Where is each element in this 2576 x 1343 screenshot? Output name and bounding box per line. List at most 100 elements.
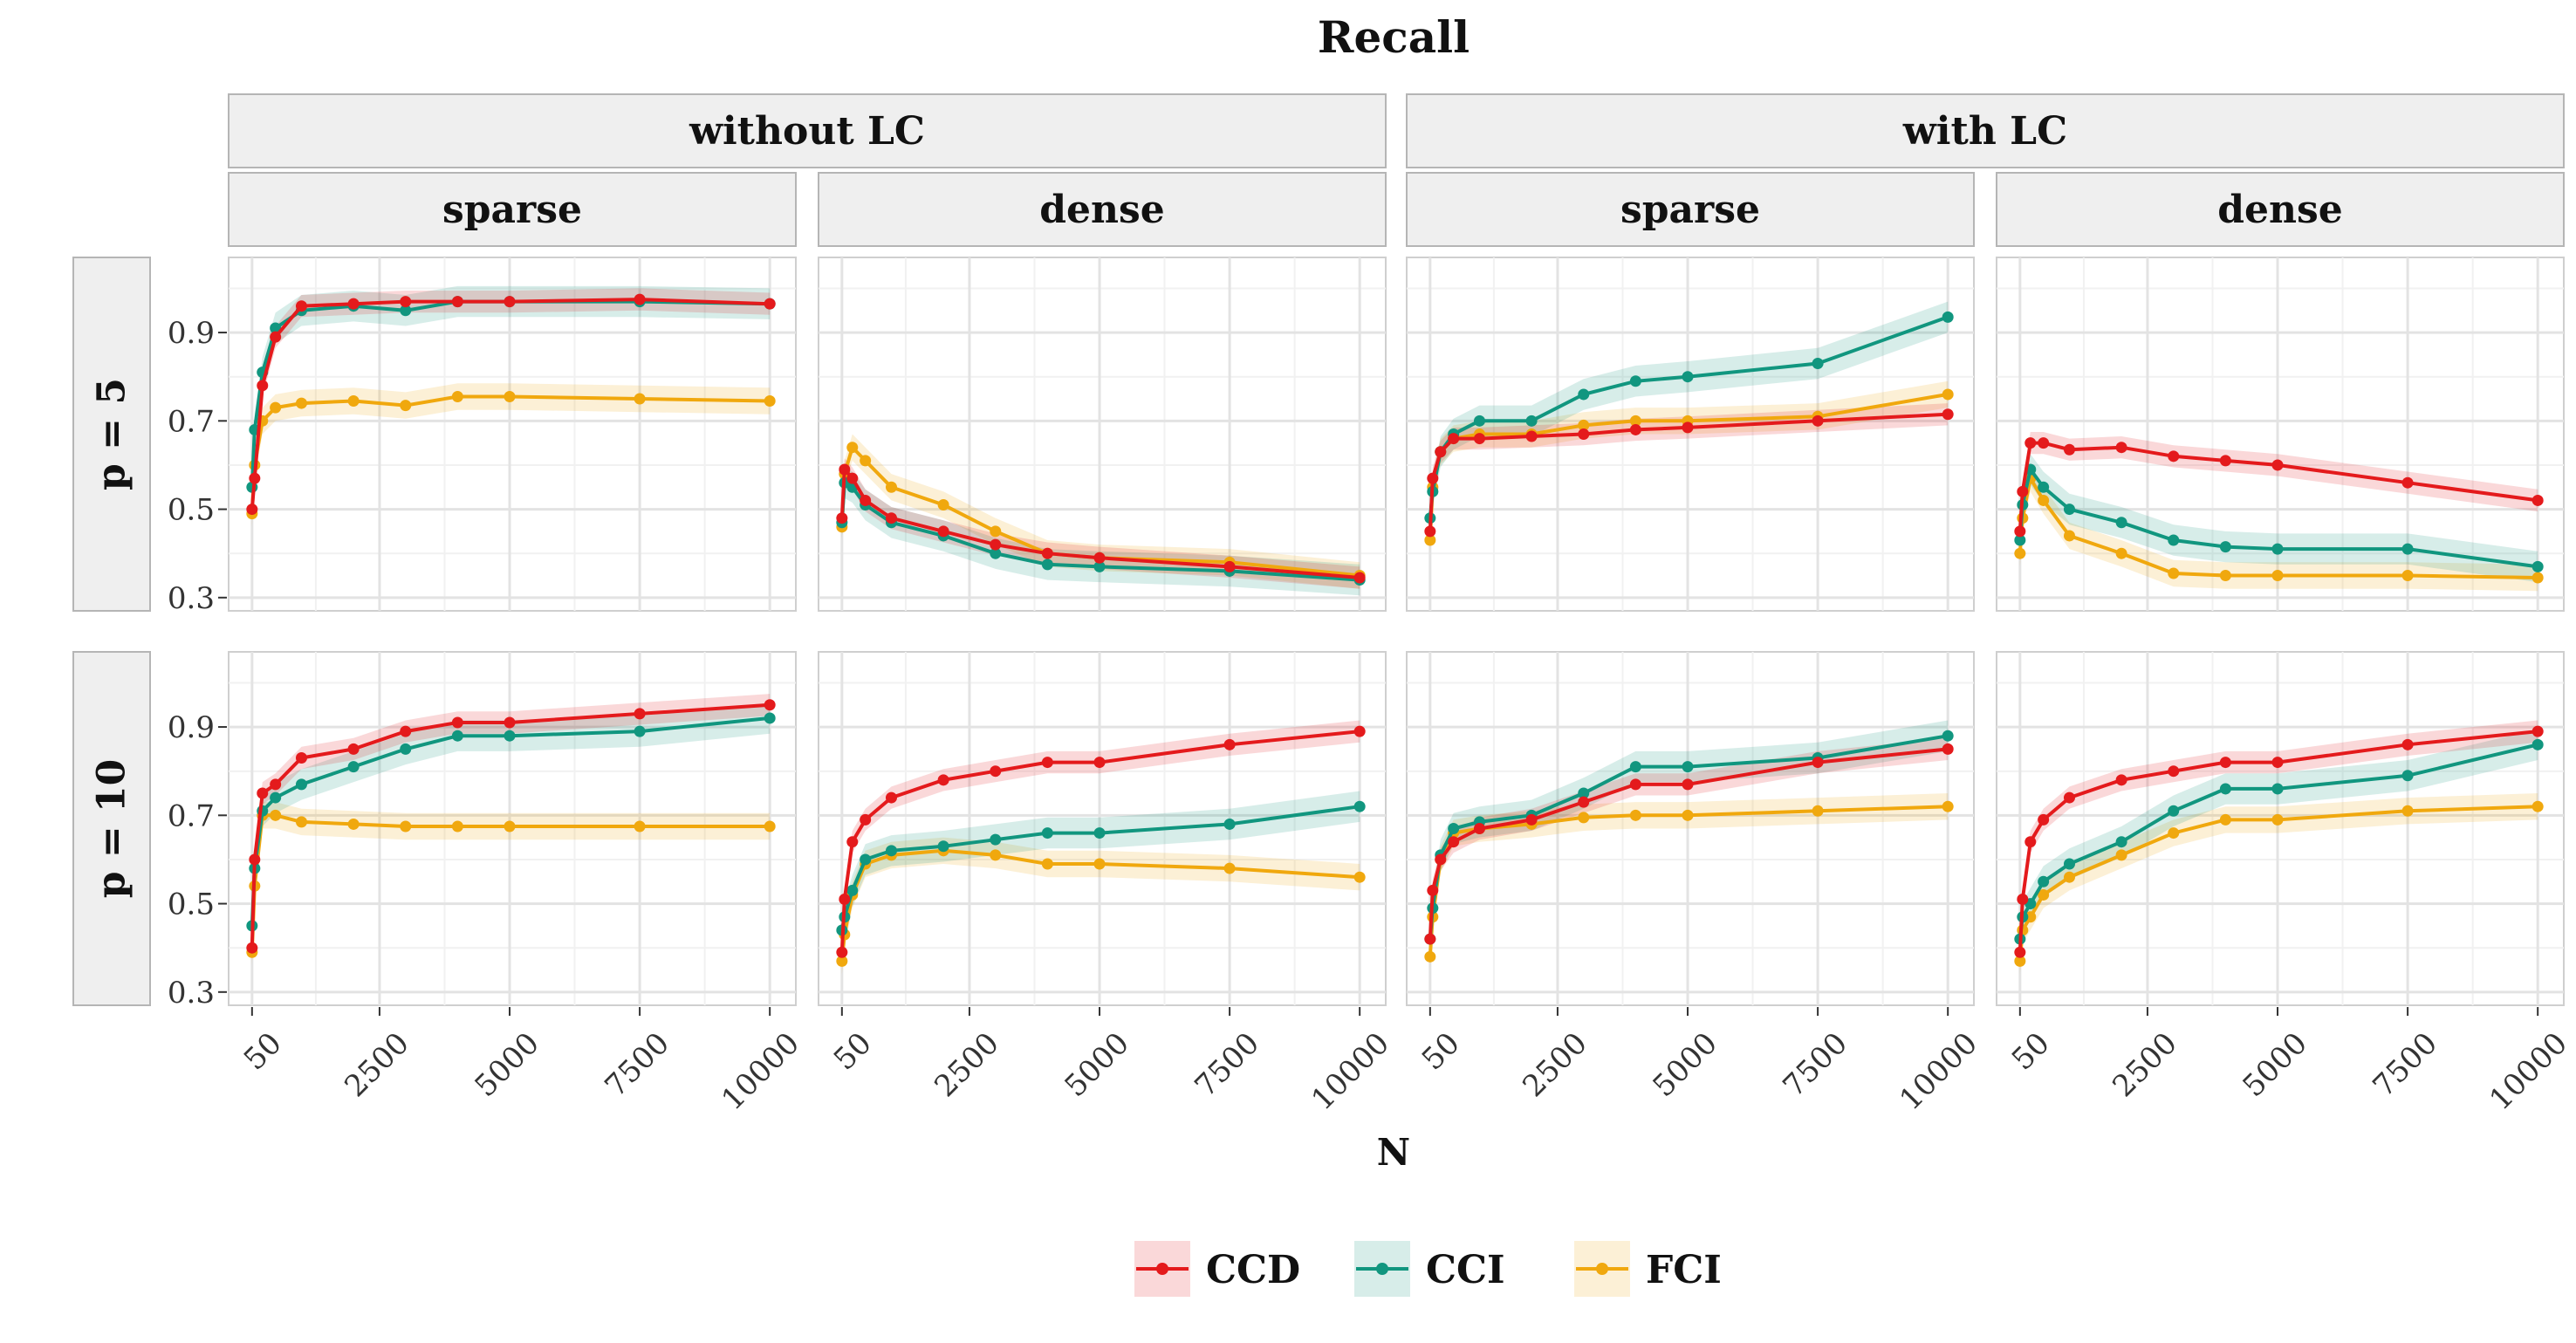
point-cci [1448, 823, 1460, 834]
point-fci [1223, 862, 1236, 874]
point-ccd [1353, 725, 1366, 737]
point-fci [860, 455, 872, 467]
point-ccd [885, 791, 897, 804]
point-cci [504, 730, 516, 742]
point-ccd [1424, 525, 1436, 538]
point-cci [764, 712, 776, 724]
point-fci [2219, 813, 2231, 826]
strip-label-with-lc: with LC [1902, 109, 2067, 154]
point-fci [270, 809, 282, 821]
point-fci [990, 849, 1002, 861]
point-cci [2168, 534, 2180, 546]
point-cci [846, 884, 859, 896]
point-cci [2038, 875, 2050, 887]
point-ccd [1435, 853, 1447, 866]
point-fci [1942, 388, 1954, 401]
point-ccd [2219, 757, 2231, 769]
strip-p-5 [72, 257, 151, 612]
point-cci [2115, 517, 2127, 529]
point-ccd [1525, 813, 1538, 826]
point-ccd [1041, 757, 1053, 769]
point-ccd [2014, 525, 2026, 538]
point-ccd [990, 538, 1002, 551]
point-ccd [1578, 796, 1590, 808]
point-fci [2063, 530, 2075, 542]
strip-sparse [228, 172, 797, 247]
point-cci [1578, 787, 1590, 799]
x-axis-label: N [1377, 1131, 1410, 1174]
point-cci [1682, 371, 1694, 383]
point-cci [400, 305, 412, 317]
panel-background [228, 257, 797, 612]
point-ccd [1223, 560, 1236, 572]
point-ccd [1041, 547, 1053, 559]
point-cci [2115, 836, 2127, 848]
point-ccd [839, 463, 851, 476]
point-cci [2219, 541, 2231, 553]
point-fci [634, 393, 646, 405]
band-fci [841, 434, 1360, 589]
point-fci [764, 395, 776, 408]
point-fci [451, 390, 463, 402]
point-cci [1041, 558, 1053, 571]
point-fci [836, 955, 848, 967]
point-cci [2271, 543, 2284, 555]
point-cci [634, 725, 646, 737]
point-cci [2531, 738, 2544, 750]
band-cci [2019, 729, 2538, 955]
point-cci [1629, 375, 1641, 387]
legend-label-cci: CCI [1426, 1248, 1505, 1292]
point-ccd [2115, 774, 2127, 786]
point-ccd [1427, 884, 1439, 896]
point-cci [2531, 560, 2544, 572]
band-ccd [2019, 720, 2538, 963]
point-fci [2168, 827, 2180, 839]
panel-p-10-without-lc-sparse [228, 651, 797, 1006]
point-fci [2531, 572, 2544, 584]
point-fci [2038, 888, 2050, 901]
y-tick-label: 0.5 [168, 493, 215, 528]
point-ccd [2063, 791, 2075, 804]
point-fci [2271, 570, 2284, 581]
point-cci [451, 730, 463, 742]
point-ccd [2401, 738, 2414, 750]
point-cci [2168, 805, 2180, 817]
point-cci [2038, 481, 2050, 493]
point-fci [2024, 911, 2037, 923]
point-ccd [634, 708, 646, 720]
point-fci [347, 818, 360, 830]
panel-p-5-with-lc-sparse [1406, 257, 1975, 612]
legend-key-point [1596, 1263, 1608, 1275]
point-fci [1093, 858, 1106, 870]
point-ccd [846, 836, 859, 848]
point-ccd [295, 300, 307, 312]
point-fci [1424, 950, 1436, 963]
point-ccd [2063, 443, 2075, 456]
point-fci [1942, 800, 1954, 812]
point-fci [295, 397, 307, 409]
point-ccd [1812, 757, 1824, 769]
strip-label-p-5: p = 5 [90, 378, 134, 490]
point-ccd [1448, 433, 1460, 445]
point-ccd [451, 716, 463, 729]
strip-dense [818, 172, 1387, 247]
point-ccd [246, 942, 258, 954]
point-ccd [836, 512, 848, 524]
point-ccd [1682, 421, 1694, 434]
point-ccd [270, 331, 282, 343]
point-cci [937, 840, 949, 853]
point-fci [2063, 871, 2075, 883]
point-ccd [249, 853, 261, 866]
point-ccd [1629, 423, 1641, 435]
point-ccd [257, 787, 269, 799]
point-ccd [2017, 485, 2029, 497]
point-cci [2271, 783, 2284, 795]
y-tick-label: 0.5 [168, 887, 215, 922]
point-ccd [1629, 778, 1641, 791]
point-ccd [1353, 572, 1366, 584]
point-ccd [764, 699, 776, 711]
point-fci [295, 816, 307, 828]
point-fci [2038, 494, 2050, 506]
point-fci [846, 442, 859, 454]
